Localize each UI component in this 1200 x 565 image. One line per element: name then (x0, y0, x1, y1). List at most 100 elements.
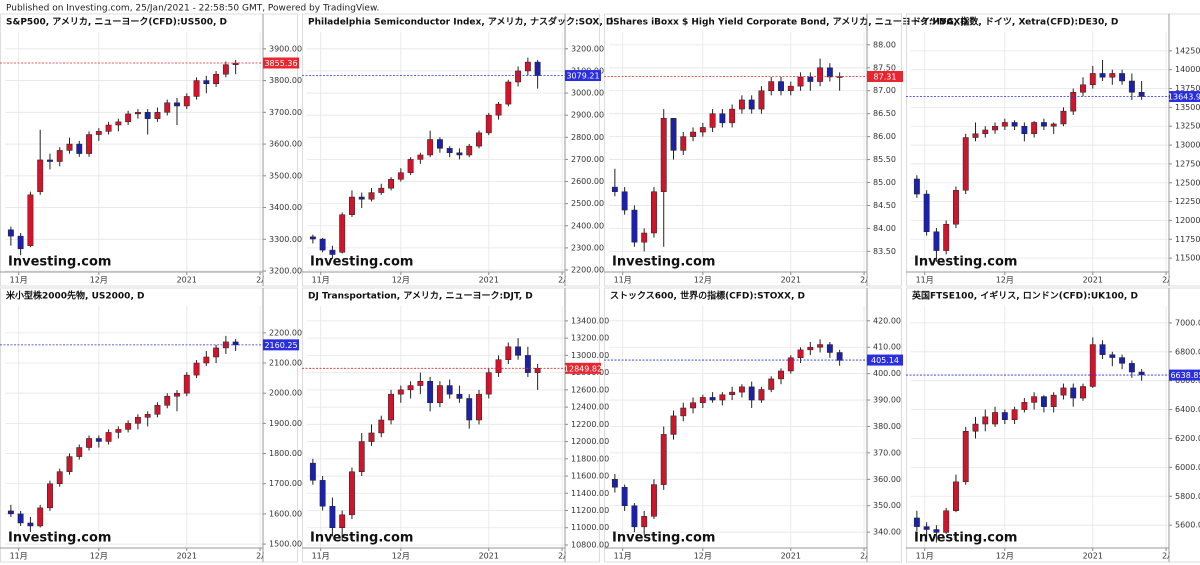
candle-body (7, 229, 14, 237)
y-tick-label: 6200.00 (1175, 434, 1200, 443)
candle-body (456, 152, 463, 156)
y-tick-label: 11600.00 (571, 472, 609, 481)
y-tick-label: 11500.00 (1175, 254, 1200, 263)
candle-body (1040, 122, 1047, 127)
candle-body (817, 67, 824, 82)
y-tick-label: 3900.00 (269, 44, 302, 53)
candle-body (670, 118, 677, 151)
y-tick-label: 14000.00 (1175, 65, 1200, 74)
candle-body (436, 385, 443, 404)
candle-body (446, 148, 453, 154)
candle-body (1001, 122, 1008, 127)
x-tick-label: 2021 (177, 276, 197, 285)
candle-body (47, 159, 53, 162)
candle-body (1128, 363, 1135, 373)
candle-body (1031, 396, 1038, 403)
candle-body (86, 134, 92, 154)
candle-body (125, 423, 132, 430)
candle-body (797, 76, 804, 87)
candle-body (758, 389, 765, 401)
y-tick-label: 3200.00 (269, 267, 302, 276)
candle-body (27, 522, 34, 527)
candle-body (923, 526, 930, 530)
candle-body (1138, 371, 1145, 376)
y-tick-label: 3200.00 (571, 44, 604, 53)
candle-body (972, 423, 979, 432)
y-tick-label: 2800.00 (571, 133, 604, 142)
candle-body (641, 232, 648, 243)
candle-body (47, 483, 53, 509)
candle-body (943, 223, 950, 251)
candle-body (631, 505, 638, 528)
last-price-box (867, 71, 903, 83)
candle-body (174, 102, 180, 107)
candle-body (154, 405, 161, 415)
x-tick-label: 11月 (10, 552, 28, 561)
candle-body (982, 129, 989, 135)
candle-body (1109, 354, 1116, 358)
candle-body (505, 346, 512, 360)
y-tick-label: 6400.00 (1175, 405, 1200, 414)
candle-body (709, 113, 716, 128)
candle-body (95, 131, 102, 135)
chart-title: Philadelphia Semiconductor Index, アメリカ, … (308, 16, 613, 28)
candle-body (213, 73, 220, 84)
candle-body (729, 108, 736, 124)
candle-body (651, 191, 657, 234)
candle-body (17, 513, 24, 524)
candle-body (1011, 409, 1018, 420)
candle-body (962, 431, 969, 483)
candle-body (358, 196, 365, 200)
y-tick-label: 11200.00 (571, 506, 609, 515)
candle-body (778, 81, 784, 91)
candle-body (456, 393, 463, 399)
candle-body (680, 407, 687, 417)
candle-body (826, 344, 833, 353)
y-tick-label: 2200.00 (571, 266, 604, 275)
candle-body (76, 447, 83, 457)
x-tick-label: 11月 (312, 552, 330, 561)
candle-body (193, 80, 200, 97)
candle-body (515, 346, 522, 356)
chart-title: 英国FTSE100, イギリス, ロンドン(CFD):UK100, D (911, 290, 1138, 302)
candle-body (534, 368, 541, 373)
y-tick-label: 2600.00 (571, 177, 604, 186)
candle-body (1109, 73, 1116, 78)
last-price-label: 6638.85 (1170, 371, 1200, 380)
y-tick-label: 2900.00 (571, 111, 604, 120)
x-tick-label: 2/ (558, 552, 566, 561)
candle-body (768, 378, 775, 390)
candle-body (631, 209, 638, 243)
watermark: Investing.com (8, 255, 111, 270)
y-tick-label: 3000.00 (571, 89, 604, 98)
x-tick-label: 12月 (996, 552, 1014, 561)
last-price-box (263, 339, 299, 351)
y-tick-label: 6800.00 (1175, 347, 1200, 356)
y-tick-label: 1700.00 (269, 479, 302, 488)
y-tick-label: 83.50 (873, 247, 896, 256)
y-tick-label: 3800.00 (269, 76, 302, 85)
candle-body (1060, 110, 1067, 125)
y-tick-label: 3400.00 (269, 203, 302, 212)
candle-body (807, 346, 814, 351)
last-price-box (867, 354, 903, 366)
x-tick-label: 2/ (256, 276, 264, 285)
candle-body (660, 118, 667, 192)
x-tick-label: 2/ (1162, 276, 1170, 285)
candle-body (1011, 122, 1018, 127)
candle-body (37, 159, 44, 192)
candle-body (427, 380, 434, 404)
candle-body (319, 238, 326, 251)
panel-border (302, 287, 600, 563)
candle-body (329, 505, 336, 528)
candle-body (943, 510, 950, 533)
candle-body (699, 127, 706, 133)
candle-body (115, 121, 122, 126)
y-tick-label: 420.00 (873, 316, 901, 325)
watermark: Investing.com (612, 255, 715, 270)
y-tick-label: 13400.00 (571, 316, 609, 325)
x-tick-label: 12月 (694, 552, 712, 561)
candle-body (378, 187, 385, 193)
y-tick-label: 3300.00 (269, 235, 302, 244)
candle-body (1119, 73, 1126, 82)
